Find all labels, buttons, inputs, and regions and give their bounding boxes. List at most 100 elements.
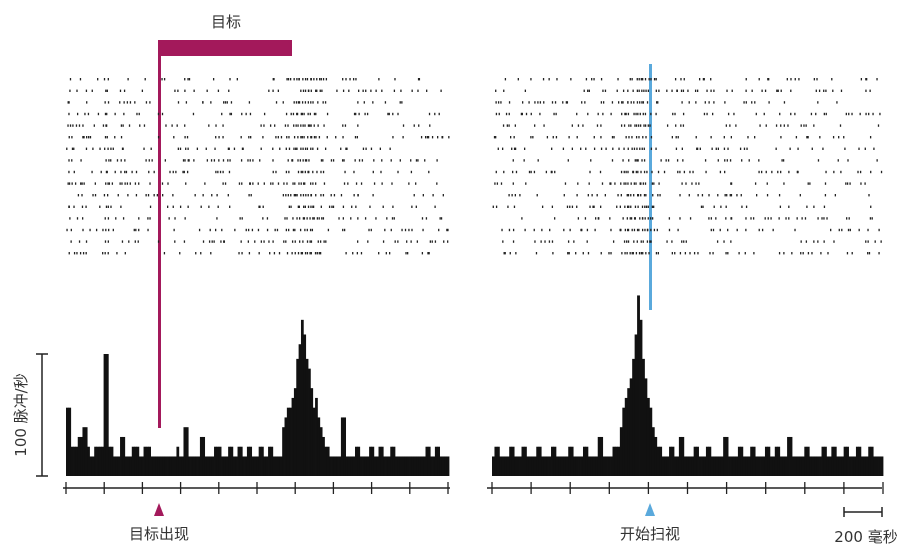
raster-spike xyxy=(323,182,326,185)
raster-spike xyxy=(345,78,347,81)
right-raster xyxy=(492,78,883,255)
raster-spike xyxy=(596,124,599,127)
raster-spike xyxy=(759,124,761,127)
raster-spike xyxy=(139,124,141,127)
raster-spike xyxy=(296,112,298,116)
raster-spike xyxy=(185,182,187,185)
raster-spike xyxy=(71,136,73,139)
raster-spike xyxy=(677,170,679,174)
raster-spike xyxy=(802,252,804,255)
raster-spike xyxy=(335,136,337,139)
raster-spike xyxy=(509,252,511,255)
raster-spike xyxy=(102,228,104,232)
histogram-bar xyxy=(792,456,795,476)
raster-spike xyxy=(326,136,328,139)
raster-spike xyxy=(796,170,798,174)
raster-spike xyxy=(772,228,774,232)
raster-spike xyxy=(288,228,290,232)
raster-spike xyxy=(683,170,686,174)
raster-spike xyxy=(79,252,82,255)
raster-spike xyxy=(765,124,767,127)
left-panel: 目标 目标出现 xyxy=(63,13,450,543)
raster-spike xyxy=(274,228,276,232)
raster-spike xyxy=(268,89,270,92)
raster-spike xyxy=(704,101,706,104)
y-scale-bar: 100 脉冲/秒 xyxy=(12,353,48,477)
raster-spike xyxy=(172,170,174,174)
raster-spike xyxy=(601,182,604,185)
raster-spike xyxy=(639,217,641,220)
raster-spike xyxy=(172,205,174,208)
histogram-bar xyxy=(120,436,123,476)
raster-spike xyxy=(682,89,685,92)
histogram-bar xyxy=(122,436,126,476)
histogram-bar xyxy=(439,456,443,476)
raster-spike xyxy=(270,182,272,185)
raster-spike xyxy=(513,205,516,208)
raster-spike xyxy=(723,136,725,139)
histogram-bar xyxy=(378,446,382,476)
raster-spike xyxy=(525,182,527,185)
raster-spike xyxy=(417,159,419,162)
raster-spike xyxy=(153,194,155,197)
raster-spike xyxy=(285,194,287,197)
raster-spike xyxy=(372,101,374,104)
raster-spike xyxy=(870,170,872,174)
raster-spike xyxy=(389,252,391,255)
raster-spike xyxy=(496,182,499,185)
histogram-bar xyxy=(531,456,535,476)
raster-spike xyxy=(448,136,450,139)
raster-spike xyxy=(257,228,260,232)
histogram-bar xyxy=(357,446,361,476)
raster-spike xyxy=(81,182,83,185)
raster-spike xyxy=(157,240,160,243)
raster-spike xyxy=(745,89,747,92)
raster-spike xyxy=(304,228,306,232)
raster-spike xyxy=(275,136,277,139)
raster-spike xyxy=(296,194,298,197)
histogram-bar xyxy=(703,456,707,476)
histogram-bar xyxy=(573,456,577,476)
raster-spike xyxy=(168,217,170,220)
raster-spike xyxy=(447,240,449,243)
raster-spike xyxy=(851,252,853,255)
raster-spike xyxy=(241,252,243,255)
raster-spike xyxy=(576,136,578,139)
raster-spike xyxy=(310,252,312,255)
raster-spike xyxy=(224,101,227,104)
raster-spike xyxy=(695,182,697,185)
raster-spike xyxy=(520,112,523,116)
raster-spike xyxy=(340,147,342,150)
raster-spike xyxy=(306,147,309,150)
raster-spike xyxy=(349,78,351,81)
raster-spike xyxy=(342,217,344,220)
histogram-bar xyxy=(282,427,285,476)
raster-spike xyxy=(107,101,110,104)
histogram-bar xyxy=(192,456,196,476)
raster-spike xyxy=(76,252,78,255)
histogram-bar xyxy=(364,456,368,476)
raster-spike xyxy=(641,147,643,150)
raster-spike xyxy=(865,89,867,92)
raster-spike xyxy=(747,136,749,139)
raster-spike xyxy=(384,228,386,232)
raster-spike xyxy=(312,170,314,174)
raster-spike xyxy=(355,182,358,185)
histogram-bar xyxy=(610,456,613,476)
raster-spike xyxy=(623,182,625,185)
histogram-bar xyxy=(77,436,81,476)
raster-spike xyxy=(381,159,383,162)
histogram-bar xyxy=(390,446,394,476)
raster-spike xyxy=(713,89,715,92)
raster-spike xyxy=(122,147,124,150)
raster-spike xyxy=(634,217,636,220)
histogram-bar xyxy=(143,446,147,476)
raster-spike xyxy=(577,182,579,185)
raster-spike xyxy=(845,112,847,116)
raster-spike xyxy=(123,101,125,104)
raster-spike xyxy=(224,182,227,185)
raster-spike xyxy=(583,89,585,92)
raster-spike xyxy=(184,136,186,139)
raster-spike xyxy=(406,240,408,243)
raster-spike xyxy=(292,182,294,185)
